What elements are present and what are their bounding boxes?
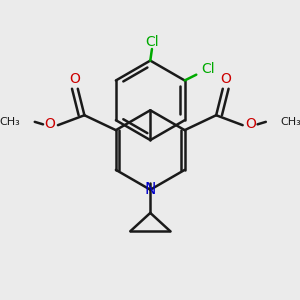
Text: Cl: Cl xyxy=(201,62,215,76)
Text: O: O xyxy=(44,116,55,130)
Text: O: O xyxy=(69,72,80,86)
Text: CH₃: CH₃ xyxy=(0,117,20,127)
Text: Cl: Cl xyxy=(145,35,159,50)
Text: CH₃: CH₃ xyxy=(281,117,300,127)
Text: N: N xyxy=(145,182,156,197)
Text: O: O xyxy=(245,116,256,130)
Text: O: O xyxy=(221,72,232,86)
